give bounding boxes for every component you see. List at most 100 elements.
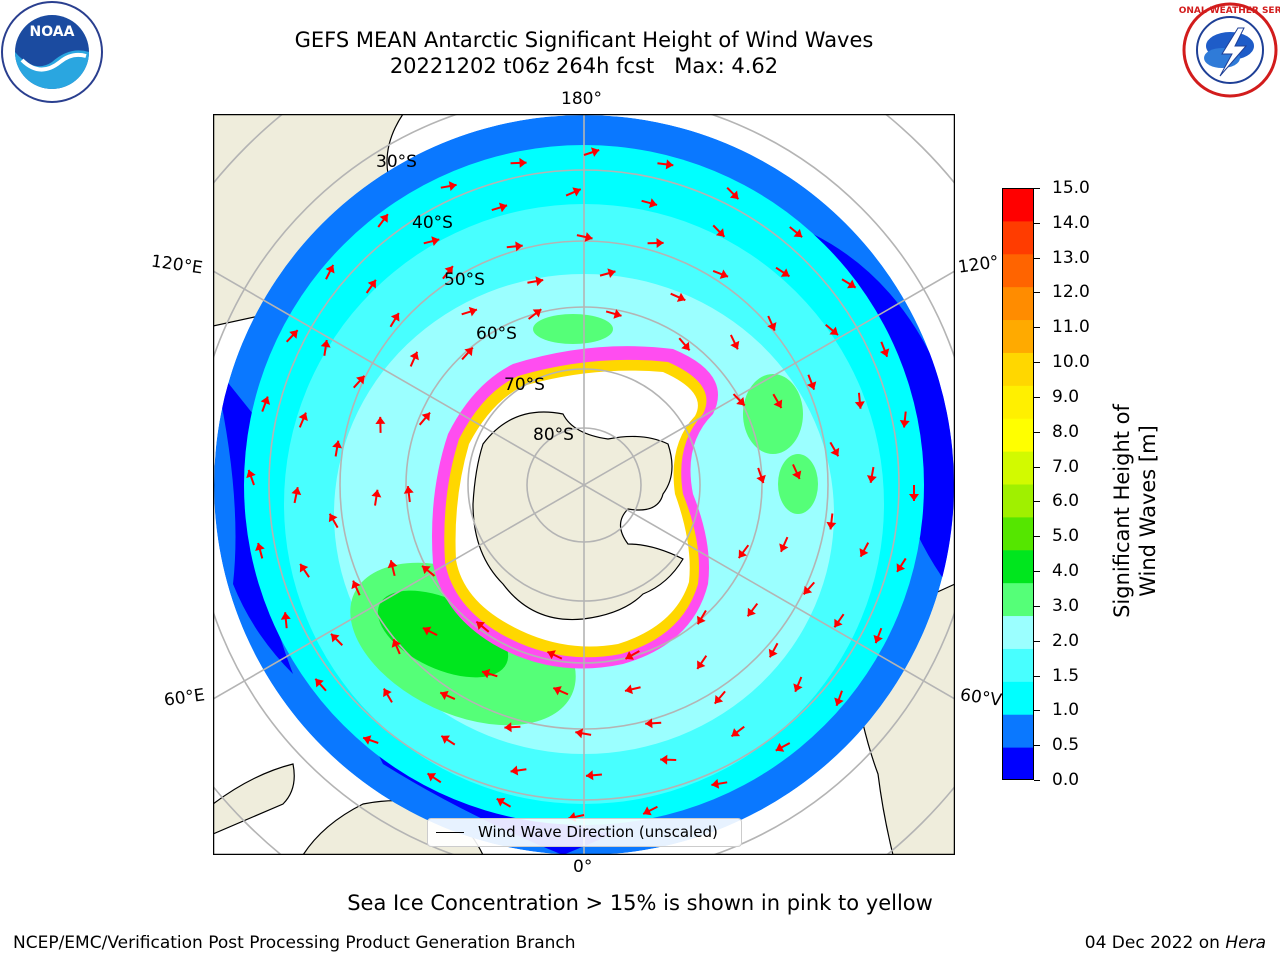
wind-wave-arrow-head (255, 542, 265, 552)
lat-label-70s: 70°S (504, 375, 545, 395)
wind-wave-arrow-head (826, 521, 837, 530)
colorbar-tick-label: 10.0 (1052, 352, 1090, 373)
wind-wave-arrow-head (422, 565, 431, 575)
wind-wave-arrow-head (468, 306, 477, 317)
lat-label-50s: 50°S (444, 270, 485, 290)
wind-wave-arrow-head (859, 548, 869, 557)
lat-label-80s: 80°S (533, 425, 574, 445)
wind-wave-arrow-head (585, 770, 594, 781)
wind-wave-arrow-head (448, 181, 457, 192)
wind-wave-arrow-head (387, 560, 398, 569)
colorbar-segment (1002, 418, 1034, 452)
wind-wave-arrow-head (391, 639, 401, 648)
antarctica-landmass (472, 411, 684, 621)
wind-wave-arrows (246, 147, 919, 822)
colorbar-tick-label: 9.0 (1052, 386, 1080, 407)
wind-wave-arrow-head (246, 469, 256, 479)
wind-wave-arrow-head (260, 396, 271, 405)
wind-wave-arrow-head (773, 399, 783, 409)
wind-wave-arrow-head (645, 718, 653, 729)
colorbar-segment (1002, 253, 1034, 288)
wind-wave-arrow-head (660, 754, 668, 765)
colorbar-segment (1002, 484, 1034, 518)
wind-wave-arrow-head (747, 607, 756, 617)
lat-label-30s: 30°S (376, 152, 417, 172)
wind-wave-arrow-head (441, 735, 450, 744)
wind-wave-arrow-head (367, 279, 376, 289)
wind-wave-arrow-head (830, 447, 840, 457)
footer-date: 04 Dec 2022 on Hera (1085, 933, 1266, 953)
wind-wave-arrow-head (834, 697, 844, 706)
wind-wave-arrow-head (756, 474, 766, 484)
wind-wave-arrow-head (676, 292, 686, 302)
map-title-line2: 20221202 t06z 264h fcst Max: 4.62 (389, 54, 779, 78)
wind-wave-arrow-head (681, 341, 690, 351)
colorbar-tick-label: 8.0 (1052, 421, 1080, 442)
wind-wave-arrow-head (351, 580, 361, 590)
nws-logo-text: NATIONAL WEATHER SERVICE (1178, 6, 1280, 16)
wind-wave-arrow-head (767, 322, 777, 331)
wind-wave-arrow-head (896, 563, 906, 572)
map-legend: Wind Wave Direction (unscaled) (427, 818, 742, 847)
colorbar-tick-mark (1034, 396, 1040, 398)
colorbar-tick-label: 1.0 (1052, 700, 1080, 721)
wind-wave-arrow-head (496, 797, 506, 807)
colorbar-segment (1002, 549, 1034, 584)
colorbar-tick-label: 5.0 (1052, 526, 1080, 547)
wind-wave-arrow-head (332, 440, 343, 449)
wind-wave-arrow-head (779, 543, 789, 552)
colorbar-segment (1002, 385, 1034, 419)
colorbar-segment (1002, 319, 1034, 353)
sea-ice-caption: Sea Ice Concentration > 15% is shown in … (347, 891, 933, 915)
wind-wave-arrow-head (613, 309, 622, 319)
wind-wave-arrow-head (315, 678, 324, 688)
colorbar-tick-label: 1.5 (1052, 665, 1080, 686)
wind-wave-arrow-head (738, 549, 747, 559)
wind-wave-arrow-head (328, 513, 338, 523)
colorbar-tick-mark (1034, 431, 1040, 433)
wind-wave-arrow-head (736, 397, 745, 406)
wind-wave-arrow-head (289, 330, 298, 339)
wind-wave-arrow-head (575, 728, 584, 739)
colorbar-tick-label: 6.0 (1052, 491, 1080, 512)
colorbar-tick-mark (1034, 362, 1040, 364)
wind-wave-arrow-head (584, 232, 593, 242)
colorbar-segment (1002, 220, 1034, 255)
colorbar-tick-mark (1034, 292, 1040, 294)
footer-date-text: 04 Dec 2022 on (1084, 933, 1220, 953)
wind-wave-arrow-head (390, 313, 400, 322)
wind-wave-arrow-head (715, 228, 725, 237)
colorbar-tick-label: 2.0 (1052, 630, 1080, 651)
wind-wave-arrow-head (729, 190, 739, 200)
wind-wave-arrow-head (643, 806, 652, 816)
wind-wave-arrow-head (515, 241, 523, 252)
colorbar-tick-label: 15.0 (1052, 178, 1090, 198)
wind-wave-arrow-head (371, 489, 382, 498)
footer-machine: Hera (1225, 933, 1266, 953)
colorbar-segment (1002, 648, 1034, 682)
colorbar-frame (1002, 188, 1034, 780)
lon-label-120w: 120° (956, 252, 1001, 278)
wind-wave-arrow-head (444, 266, 453, 275)
wind-wave-arrow-head (731, 728, 741, 737)
wind-wave-arrow-head (648, 198, 658, 208)
wind-wave-arrow-head (719, 269, 729, 279)
lon-label-60e: 60°E (162, 685, 207, 711)
colorbar-tick-label: 0.5 (1052, 735, 1080, 756)
wind-wave-arrow-head (854, 401, 865, 409)
wind-wave-arrow-head (476, 621, 485, 630)
colorbar-tick-mark (1034, 640, 1040, 642)
wind-wave-arrow-head (656, 238, 664, 249)
wind-wave-arrow-head (899, 419, 910, 428)
wind-wave-arrow-head (590, 147, 600, 157)
wind-wave-arrow-head (299, 563, 309, 573)
wind-wave-arrow-head (379, 214, 388, 223)
wind-wave-arrow-head (697, 660, 706, 669)
wind-wave-arrow-head (403, 486, 414, 494)
wind-wave-arrow-head (714, 695, 724, 704)
wind-wave-arrow-head (866, 475, 877, 483)
lon-label-0: 0° (573, 857, 593, 877)
polar-map (212, 113, 956, 856)
colorbar-tick-mark (1034, 605, 1040, 607)
colorbar-segment (1002, 188, 1034, 222)
